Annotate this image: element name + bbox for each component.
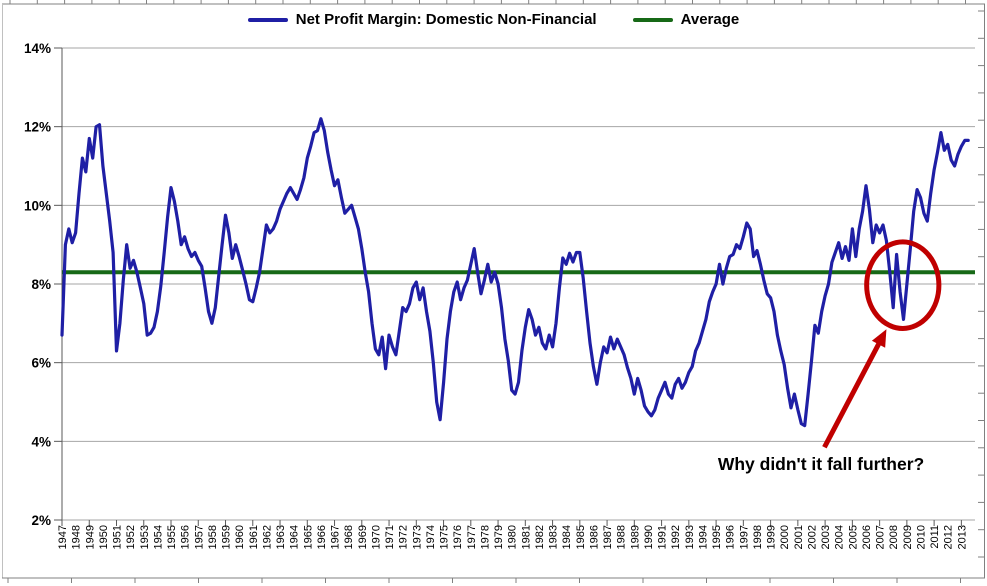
year-label: 1955	[166, 525, 178, 549]
year-label: 2010	[916, 525, 928, 549]
year-label: 1988	[616, 525, 628, 549]
year-label: 2013	[956, 525, 968, 549]
year-label: 1951	[112, 525, 124, 549]
year-label: 1950	[98, 525, 110, 549]
year-label: 1966	[316, 525, 328, 549]
year-label: 2009	[902, 525, 914, 549]
year-label: 1962	[261, 525, 273, 549]
y-tick-label: 4%	[31, 434, 51, 449]
year-label: 1997	[738, 525, 750, 549]
year-label: 1957	[193, 525, 205, 549]
year-label: 1984	[561, 525, 573, 549]
year-label: 1979	[493, 525, 505, 549]
x-axis: 1947 1948 1949 1950 1951 1952 1953 1954 1955 1956…	[57, 520, 968, 549]
year-label: 1999	[766, 525, 778, 549]
year-label: 2005	[847, 525, 859, 549]
year-label: 1970	[370, 525, 382, 549]
year-label: 1985	[575, 525, 587, 549]
year-label: 2003	[820, 525, 832, 549]
y-tick-label: 8%	[31, 277, 51, 292]
y-axis: 14% 12% 10% 8% 6% 4% 2%	[24, 41, 63, 528]
year-label: 1965	[302, 525, 314, 549]
year-label: 1977	[466, 525, 478, 549]
year-label: 2002	[807, 525, 819, 549]
year-label: 1978	[479, 525, 491, 549]
year-label: 1990	[643, 525, 655, 549]
year-label: 1987	[602, 525, 614, 549]
year-label: 1959	[221, 525, 233, 549]
year-label: 1983	[548, 525, 560, 549]
annotation-circle	[864, 239, 942, 331]
year-label: 1963	[275, 525, 287, 549]
year-label: 1976	[452, 525, 464, 549]
year-label: 1949	[84, 525, 96, 549]
year-label: 1998	[752, 525, 764, 549]
year-label: 2000	[779, 525, 791, 549]
annotation-text: Why didn't it fall further?	[718, 454, 924, 474]
y-tick-label: 10%	[24, 198, 51, 213]
gridlines	[62, 47, 975, 521]
year-label: 1958	[207, 525, 219, 549]
year-label: 1961	[248, 525, 260, 549]
year-label: 2012	[943, 525, 955, 549]
year-label: 1953	[139, 525, 151, 549]
year-label: 1994	[698, 525, 710, 549]
year-label: 1969	[357, 525, 369, 549]
y-tick-label: 12%	[24, 120, 51, 135]
year-label: 1981	[520, 525, 532, 549]
year-label: 1982	[534, 525, 546, 549]
y-tick-label: 6%	[31, 356, 51, 371]
annotation-group: Why didn't it fall further?	[718, 239, 942, 474]
year-label: 2008	[888, 525, 900, 549]
year-label: 1974	[425, 525, 437, 549]
year-label: 1992	[670, 525, 682, 549]
net-profit-margin-line	[60, 117, 970, 428]
year-label: 1973	[411, 525, 423, 549]
year-label: 1948	[71, 525, 83, 549]
year-label: 1996	[725, 525, 737, 549]
year-label: 2001	[793, 525, 805, 549]
y-tick-label: 14%	[24, 41, 51, 56]
year-label: 1995	[711, 525, 723, 549]
year-label: 2011	[929, 525, 941, 549]
year-label: 1956	[180, 525, 192, 549]
year-label: 1964	[289, 525, 301, 549]
year-label: 1947	[57, 525, 69, 549]
net-profit-margin-polyline	[60, 117, 970, 428]
year-label: 2006	[861, 525, 873, 549]
y-tick-label: 2%	[31, 513, 51, 528]
year-label: 1991	[657, 525, 669, 549]
year-label: 1960	[234, 525, 246, 549]
annotation-arrow-shaft	[822, 338, 884, 449]
annotation-arrow-head-icon	[871, 329, 887, 348]
year-label: 2004	[834, 525, 846, 549]
year-label: 1993	[684, 525, 696, 549]
year-label: 1989	[629, 525, 641, 549]
year-label: 1968	[343, 525, 355, 549]
year-label: 2007	[875, 525, 887, 549]
year-label: 1972	[398, 525, 410, 549]
year-label: 1952	[125, 525, 137, 549]
year-label: 1986	[588, 525, 600, 549]
year-label: 1954	[152, 525, 164, 549]
year-label: 1967	[330, 525, 342, 549]
year-label: 1971	[384, 525, 396, 549]
year-label: 1975	[439, 525, 451, 549]
year-label: 1980	[507, 525, 519, 549]
